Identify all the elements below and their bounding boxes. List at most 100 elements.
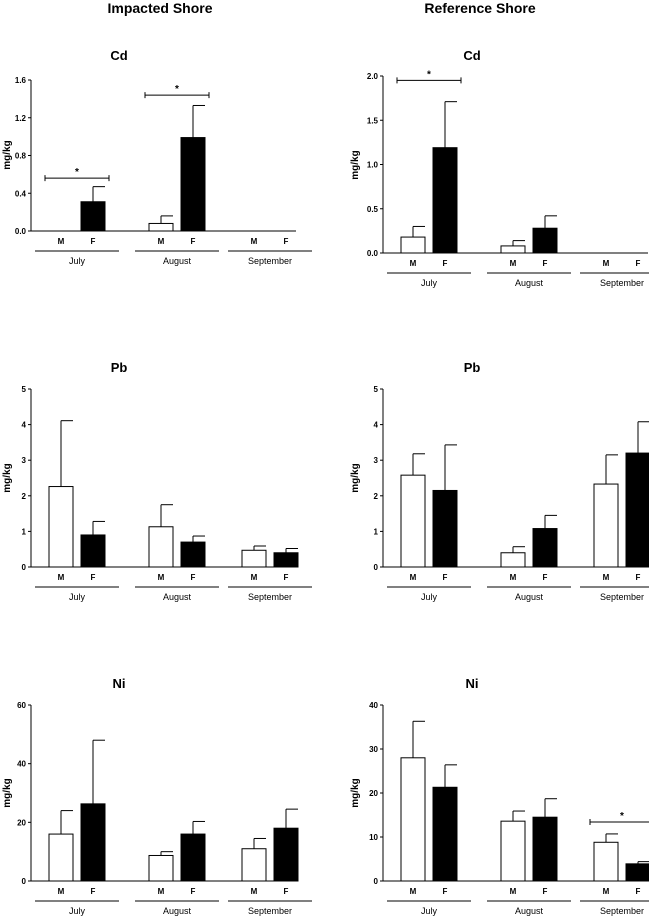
- panel0-category-label: August: [163, 256, 192, 266]
- panel5-sex-label: M: [410, 887, 417, 896]
- panel4-sex-label: M: [58, 887, 65, 896]
- panel5-category-label: July: [421, 906, 438, 916]
- panel1-category-label: September: [600, 278, 644, 288]
- panel2-bar: [49, 487, 73, 567]
- panel4-bar: [81, 804, 105, 881]
- panel1-sig-label: *: [427, 69, 431, 80]
- panel3-category-label: September: [600, 592, 644, 602]
- panel1-title: Cd: [463, 48, 480, 63]
- panel2-sex-label: M: [158, 573, 165, 582]
- panel1-sex-label: F: [443, 259, 448, 268]
- panel2-sex-label: M: [251, 573, 258, 582]
- panel5-ytick-label: 40: [369, 701, 378, 710]
- panel0-bar: [81, 202, 105, 231]
- panel3-ytick-label: 2: [374, 492, 379, 501]
- panel4-sex-label: F: [91, 887, 96, 896]
- panel5-ytick-label: 20: [369, 789, 378, 798]
- panel1-sex-label: M: [410, 259, 417, 268]
- panel4-ytick-label: 0: [22, 877, 27, 886]
- panel4-bar: [274, 828, 298, 881]
- panel2-bar: [242, 550, 266, 567]
- panel1-bar: [401, 237, 425, 253]
- panel0-sig-label: *: [75, 167, 79, 178]
- panel4-bar: [49, 834, 73, 881]
- panel2-bar: [181, 542, 205, 567]
- panel5-title: Ni: [466, 676, 479, 691]
- panel4-category-label: July: [69, 906, 86, 916]
- panel2-bar: [81, 535, 105, 567]
- panel5-bar: [433, 787, 457, 881]
- panel2-sex-label: F: [191, 573, 196, 582]
- panel2-sex-label: F: [91, 573, 96, 582]
- panel0-ytick-label: 0.8: [15, 152, 27, 161]
- panel4-bar: [181, 834, 205, 881]
- panel4-ytick-label: 20: [17, 818, 26, 827]
- panel4-sex-label: M: [251, 887, 258, 896]
- panel3-category-label: July: [421, 592, 438, 602]
- panel3-title: Pb: [464, 360, 481, 375]
- panel5-sex-label: M: [603, 887, 610, 896]
- panel0-ytick-label: 1.2: [15, 114, 27, 123]
- panel1-ytick-label: 1.5: [367, 116, 379, 125]
- panel5-category-label: September: [600, 906, 644, 916]
- panel5-sex-label: M: [510, 887, 517, 896]
- panel1-bar: [433, 148, 457, 253]
- panel3-bar: [626, 453, 649, 567]
- panel0-sex-label: M: [251, 237, 258, 246]
- panel0-category-label: September: [248, 256, 292, 266]
- panel3-ytick-label: 3: [374, 456, 379, 465]
- panel3-ytick-label: 1: [374, 527, 379, 536]
- panel5-bar: [501, 821, 525, 881]
- panel1-ylabel: mg/kg: [350, 150, 361, 179]
- panel0-sig-label: *: [175, 84, 179, 95]
- panel0-ytick-label: 1.6: [15, 76, 27, 85]
- panel3-sex-label: M: [510, 573, 517, 582]
- panel5-sex-label: F: [636, 887, 641, 896]
- panel3-bar: [533, 529, 557, 567]
- panel2-ytick-label: 3: [22, 456, 27, 465]
- panel3-ytick-label: 5: [374, 385, 379, 394]
- panel5-ylabel: mg/kg: [350, 778, 361, 807]
- panel4-ytick-label: 40: [17, 760, 26, 769]
- panel2-ytick-label: 0: [22, 563, 27, 572]
- panel1-ytick-label: 0.0: [367, 249, 379, 258]
- panel2-ytick-label: 5: [22, 385, 27, 394]
- panel1-sex-label: F: [543, 259, 548, 268]
- panel2-category-label: September: [248, 592, 292, 602]
- panel5-bar: [626, 864, 649, 881]
- panel3-sex-label: M: [410, 573, 417, 582]
- panel3-sex-label: M: [603, 573, 610, 582]
- panel3-ytick-label: 0: [374, 563, 379, 572]
- panel1-sex-label: F: [636, 259, 641, 268]
- panel3-bar: [594, 484, 618, 567]
- panel0-sex-label: F: [284, 237, 289, 246]
- panel3-bar: [433, 490, 457, 567]
- panel2-sex-label: F: [284, 573, 289, 582]
- panel4-ylabel: mg/kg: [2, 778, 13, 807]
- panel0-sex-label: F: [91, 237, 96, 246]
- panel1-ytick-label: 2.0: [367, 72, 379, 81]
- panel2-ylabel: mg/kg: [2, 463, 13, 492]
- panel4-category-label: September: [248, 906, 292, 916]
- panel5-sex-label: F: [543, 887, 548, 896]
- panel5-ytick-label: 10: [369, 833, 378, 842]
- panel2-ytick-label: 4: [22, 421, 27, 430]
- panel0-title: Cd: [110, 48, 127, 63]
- panel3-sex-label: F: [543, 573, 548, 582]
- panel4-sex-label: M: [158, 887, 165, 896]
- panel5-bar: [594, 842, 618, 881]
- panel0-category-label: July: [69, 256, 86, 266]
- panel3-category-label: August: [515, 592, 544, 602]
- panel2-ytick-label: 2: [22, 492, 27, 501]
- panel3-bar: [501, 553, 525, 567]
- panel3-sex-label: F: [443, 573, 448, 582]
- panel0-ytick-label: 0.4: [15, 189, 27, 198]
- panel1-category-label: August: [515, 278, 544, 288]
- panel3-ylabel: mg/kg: [350, 463, 361, 492]
- panel2-bar: [149, 527, 173, 567]
- panel1-sex-label: M: [603, 259, 610, 268]
- panel0-bar: [149, 223, 173, 231]
- panel4-bar: [242, 849, 266, 881]
- panel3-bar: [401, 475, 425, 567]
- panel5-ytick-label: 0: [374, 877, 379, 886]
